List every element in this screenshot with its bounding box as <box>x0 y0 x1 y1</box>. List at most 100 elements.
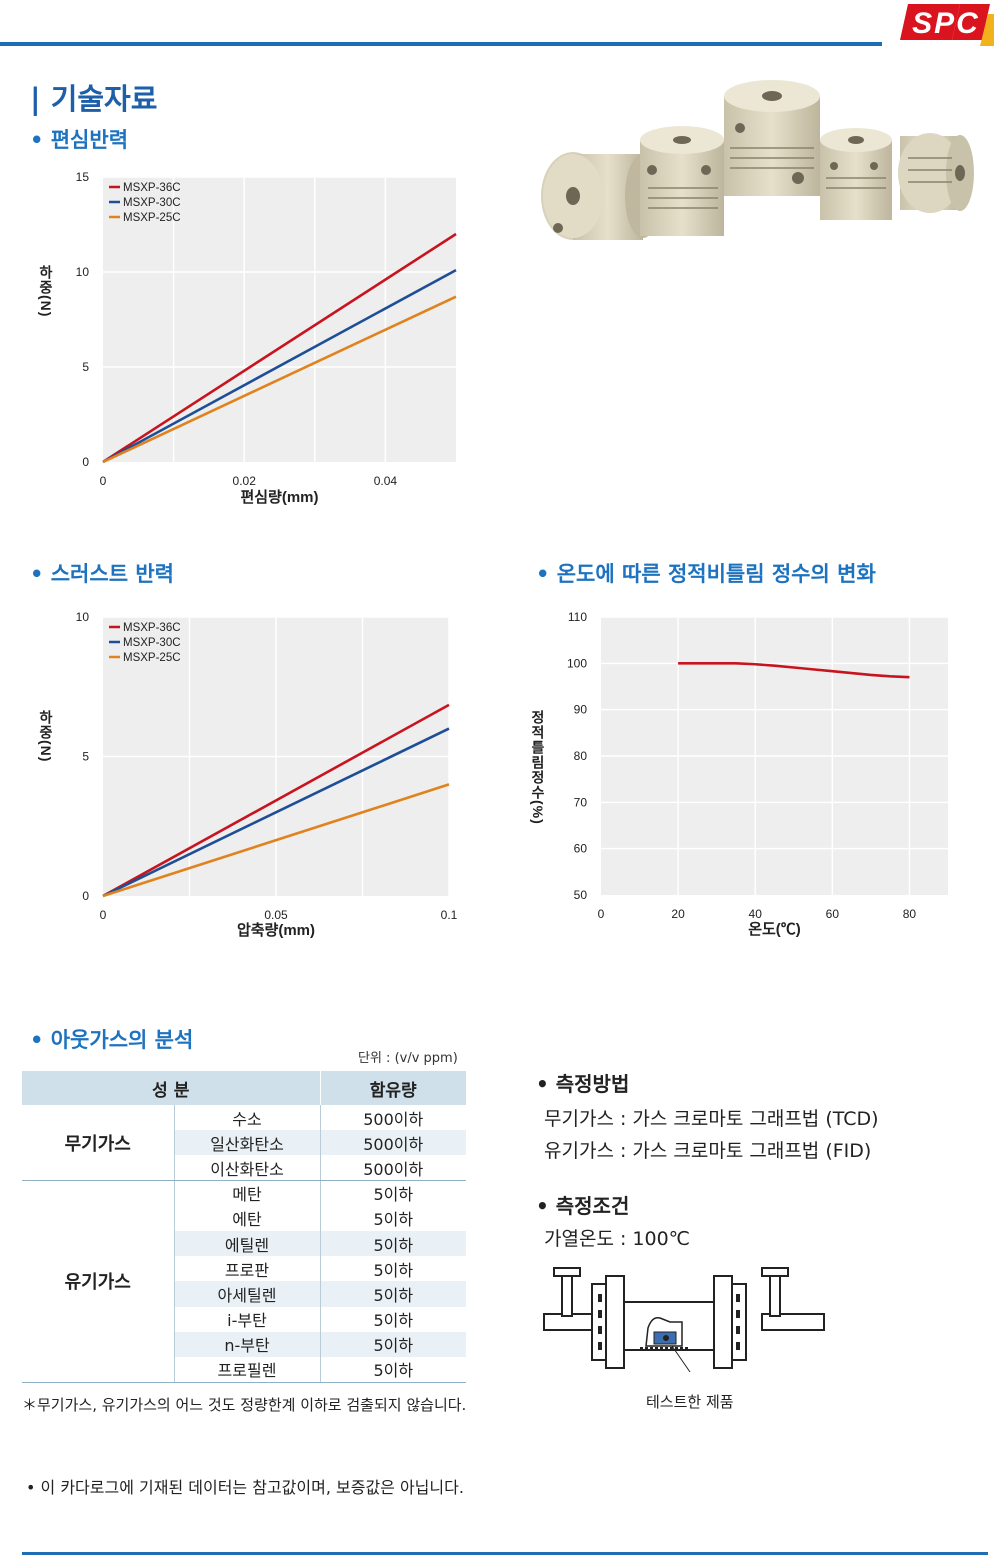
y-axis-label: 정적틀림정수(%) <box>530 709 546 824</box>
gas-value: 5이하 <box>373 1185 414 1205</box>
temperature-chart: 0 20 40 60 80 50 60 70 80 90 100 110 정적틀림정수(%) 온도(℃) <box>500 600 1000 960</box>
gas-name: 에탄 <box>174 1205 321 1231</box>
section-eccentric-title: • 편심반력 <box>30 128 129 152</box>
gas-value: 5이하 <box>320 1331 466 1357</box>
y-tick-label: 110 <box>568 610 587 624</box>
coupling-5 <box>898 133 974 213</box>
header-component: 성 분 <box>22 1071 321 1105</box>
gas-name: 일산화탄소 <box>174 1130 321 1156</box>
method-line-2: 유기가스 : 가스 크로마토 그래프법 (FID) <box>544 1140 872 1162</box>
series-line-msxp-36c <box>102 232 457 464</box>
condition-line-1: 가열온도 : 100℃ <box>544 1228 691 1250</box>
series-line-msxp-36c <box>102 703 450 898</box>
x-tick-label: 0 <box>100 908 107 922</box>
section-outgas-title: • 아웃가스의 분석 <box>30 1028 194 1052</box>
gas-value: 5이하 <box>320 1281 466 1307</box>
thrust-force-plot: 0 0.05 0.1 0 5 10 MSXP-36C MSXP-30C MSXP-25C 하중(N… <box>38 610 458 939</box>
gas-value: 500이하 <box>320 1155 466 1182</box>
footer-rule <box>22 1552 988 1555</box>
coupling-3 <box>724 80 820 196</box>
legend-label: MSXP-36C <box>123 182 181 194</box>
outgas-note: ＊무기가스, 유기가스의 어느 것도 정량한계 이하로 검출되지 않습니다. <box>22 1396 467 1414</box>
coupling-product-photo <box>541 80 974 240</box>
x-tick-label: 80 <box>903 907 917 921</box>
gas-name: 프로필렌 <box>174 1356 321 1383</box>
diagram-caption: 테스트한 제품 <box>646 1393 734 1411</box>
series-line-msxp-30c <box>102 727 450 898</box>
series-line-series-0 <box>678 662 910 679</box>
gas-name: i-부탄 <box>174 1306 321 1332</box>
group-inorganic: 무기가스 <box>22 1105 175 1182</box>
legend-label: MSXP-25C <box>123 212 181 224</box>
gas-name: 아세틸렌 <box>174 1281 321 1307</box>
y-tick-label: 50 <box>574 888 588 902</box>
condition-title: • 측정조건 <box>536 1194 630 1218</box>
gas-name: 이산화탄소 <box>174 1155 321 1182</box>
temperature-plot: 0 20 40 60 80 50 60 70 80 90 100 110 정적틀림정수(%) 온도(℃) <box>530 610 948 938</box>
method-title: • 측정방법 <box>536 1072 630 1096</box>
y-tick-label: 0 <box>82 889 89 903</box>
spc-logo: SPC <box>900 4 994 46</box>
x-tick-label: 0.04 <box>374 474 398 488</box>
thrust-force-chart: 0 0.05 0.1 0 5 10 MSXP-36C MSXP-30C MSXP-25C 하중(N… <box>0 600 500 960</box>
y-axis-label: 하중(N) <box>38 709 54 762</box>
gas-value: 5이하 <box>320 1230 466 1257</box>
x-tick-label: 0.05 <box>264 908 288 922</box>
gas-value: 5이하 <box>373 1311 414 1331</box>
legend-label: MSXP-30C <box>123 637 181 649</box>
gas-name: n-부탄 <box>174 1331 321 1357</box>
eccentric-force-plot: 0 0.02 0.04 0 5 10 15 MSXP-36C MSXP-30C MSXP-25C 하… <box>38 170 457 506</box>
y-tick-label: 0 <box>82 455 89 469</box>
gas-name: 프로판 <box>174 1256 321 1282</box>
series-line-msxp-30c <box>102 268 457 464</box>
test-apparatus-diagram <box>543 1267 825 1373</box>
y-axis-label: 하중(N) <box>38 264 54 317</box>
coupling-4 <box>820 128 892 220</box>
x-axis-label: 압축량(mm) <box>237 921 315 939</box>
header-content: 함유량 <box>320 1071 466 1105</box>
legend-label: MSXP-25C <box>123 652 181 664</box>
y-tick-label: 60 <box>574 842 588 856</box>
y-tick-label: 70 <box>574 795 588 809</box>
gas-value: 500이하 <box>320 1130 466 1156</box>
section-temperature-title: • 온도에 따른 정적비틀림 정수의 변화 <box>536 562 876 586</box>
x-tick-label: 0.02 <box>233 474 257 488</box>
plot-area <box>103 177 456 462</box>
outgas-table: 성 분 함유량 무기가스 수소 500이하 일산화탄소 500이하 이산화탄소 … <box>22 1071 466 1383</box>
legend-label: MSXP-30C <box>123 197 181 209</box>
coupling-2 <box>640 126 724 236</box>
x-tick-label: 40 <box>749 907 763 921</box>
gas-name: 메탄 <box>174 1180 321 1206</box>
page-title: | 기술자료 <box>30 82 158 116</box>
y-tick-label: 80 <box>574 749 588 763</box>
y-tick-label: 15 <box>76 170 90 184</box>
series-line-msxp-25c <box>102 783 450 898</box>
y-tick-label: 10 <box>76 265 90 279</box>
disclaimer: • 이 카다로그에 기재된 데이터는 참고값이며, 보증값은 아닙니다. <box>26 1478 464 1497</box>
x-axis-label: 편심량(mm) <box>240 488 318 506</box>
gas-value: 5이하 <box>373 1210 414 1230</box>
gas-name: 에틸렌 <box>174 1230 321 1257</box>
eccentric-force-chart: 0 0.02 0.04 0 5 10 15 MSXP-36C MSXP-30C MSXP-25C 하… <box>0 160 500 530</box>
y-tick-label: 5 <box>82 360 89 374</box>
x-tick-label: 20 <box>671 907 685 921</box>
x-tick-label: 0.1 <box>441 908 458 922</box>
group-organic: 유기가스 <box>22 1180 175 1383</box>
y-tick-label: 5 <box>82 750 89 764</box>
gas-value: 5이하 <box>320 1356 466 1383</box>
x-axis-label: 온도(℃) <box>748 921 801 938</box>
x-tick-label: 0 <box>598 907 605 921</box>
y-tick-label: 10 <box>76 610 90 624</box>
y-tick-label: 100 <box>567 656 587 670</box>
header-rule <box>0 42 882 46</box>
logo-text: SPC <box>912 7 980 40</box>
gas-name: 수소 <box>174 1105 321 1131</box>
unit-label: 단위 : (v/v ppm) <box>358 1051 458 1066</box>
legend-label: MSXP-36C <box>123 622 181 634</box>
gas-value: 500이하 <box>363 1109 424 1129</box>
gas-value: 5이하 <box>373 1260 414 1280</box>
x-tick-label: 0 <box>100 474 107 488</box>
x-tick-label: 60 <box>826 907 840 921</box>
series-line-msxp-25c <box>102 295 457 464</box>
test-sample <box>640 1316 691 1373</box>
